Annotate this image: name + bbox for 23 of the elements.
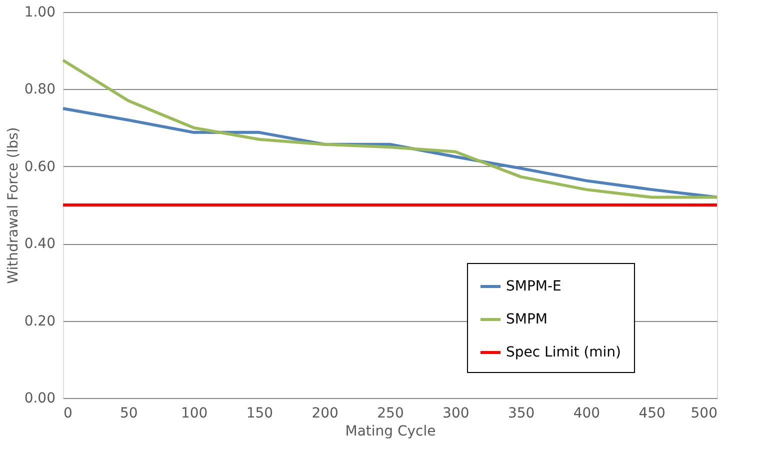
line-series — [62, 58, 718, 199]
y-tick-label: 0.40 — [24, 236, 56, 252]
legend-label: SMPM — [506, 312, 548, 328]
x-tick-label: 200 — [312, 406, 338, 422]
x-tick-label: 0 — [64, 406, 72, 422]
y-tick-label: 0.00 — [24, 390, 56, 406]
x-tick-label: 400 — [573, 406, 600, 422]
y-axis-title: Withdrawal Force (lbs) — [5, 127, 22, 284]
x-tick-label: 50 — [120, 406, 138, 422]
y-tick-label: 0.20 — [24, 313, 56, 330]
legend-label: Spec Limit (min) — [506, 344, 622, 360]
x-tick-label: 350 — [508, 406, 535, 422]
x-tick-label: 250 — [377, 406, 404, 422]
y-tick-label: 0.80 — [24, 82, 56, 98]
x-tick-label: 450 — [638, 406, 666, 422]
x-tick-label: 500 — [690, 406, 718, 422]
x-tick-label: 100 — [180, 406, 208, 422]
x-tick-label: 300 — [442, 406, 470, 422]
y-tick-label: 0.60 — [24, 158, 56, 175]
y-tick-label: 1.00 — [24, 4, 56, 20]
x-axis-title: Mating Cycle — [345, 424, 436, 440]
x-tick-label: 150 — [246, 406, 274, 422]
legend-label: SMPM-E — [506, 278, 562, 294]
